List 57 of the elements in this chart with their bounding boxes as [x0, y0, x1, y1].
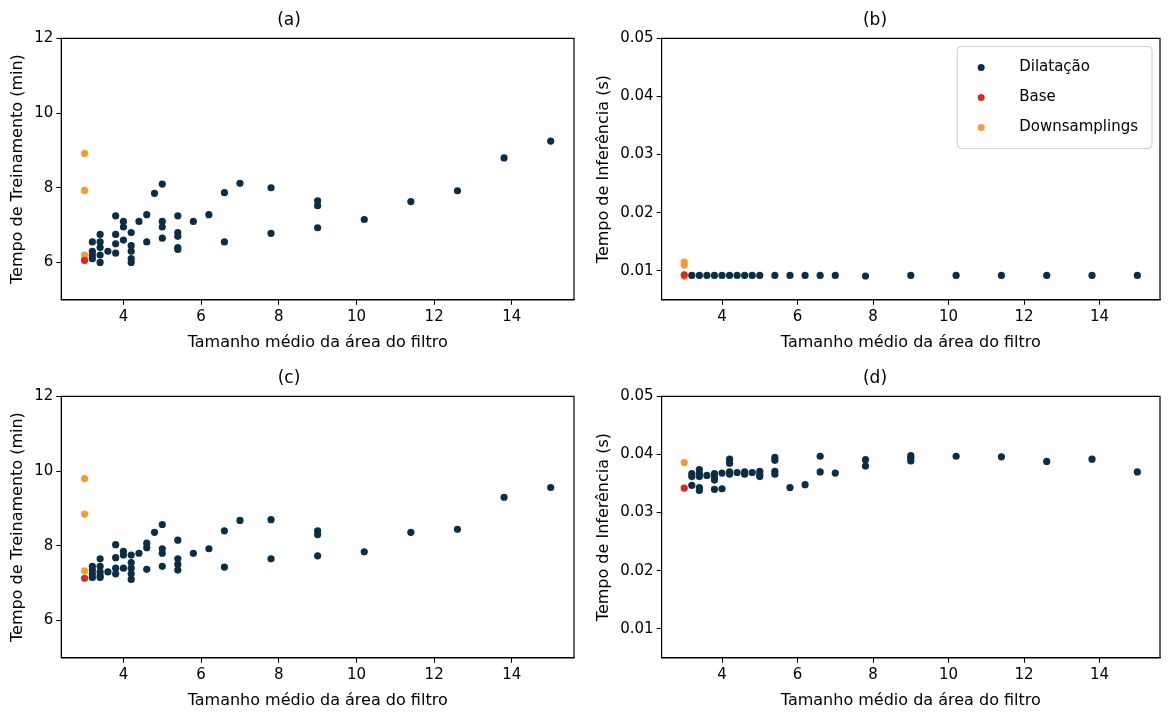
x-tick-label: 6 — [196, 306, 206, 325]
x-tick-label: 6 — [792, 664, 803, 683]
y-tick-label: 0.01 — [620, 618, 654, 637]
x-tick-label: 10 — [346, 306, 367, 325]
x-tick-label: 8 — [868, 306, 878, 325]
y-tick-label: 0.01 — [620, 260, 654, 279]
x-tick-label: 10 — [939, 664, 959, 683]
x-axis-title: Tamanho médio da área do filtro — [779, 331, 1041, 351]
y-tick-label: 0.05 — [620, 386, 654, 405]
y-tick-label: 12 — [34, 28, 54, 47]
x-tick-label: 14 — [1090, 306, 1110, 325]
x-tick-label: 14 — [1090, 664, 1110, 683]
x-tick-label: 12 — [424, 306, 444, 325]
y-tick-label: 0.04 — [620, 86, 654, 105]
y-tick-label: 8 — [43, 535, 54, 554]
x-tick-label: 8 — [274, 664, 284, 683]
x-tick-label: 6 — [196, 664, 206, 683]
x-axis-title: Tamanho médio da área do filtro — [186, 689, 448, 709]
x-axis-title: Tamanho médio da área do filtro — [779, 689, 1041, 709]
legend-label: Dilatação — [1019, 57, 1090, 76]
chart-title: (a) — [277, 8, 301, 29]
y-tick-label: 0.03 — [620, 144, 654, 163]
x-tick-label: 12 — [1014, 664, 1034, 683]
y-tick-label: 6 — [43, 610, 54, 629]
y-tick-label: 0.05 — [620, 28, 654, 47]
x-tick-label: 12 — [424, 664, 444, 683]
x-tick-label: 4 — [118, 664, 129, 683]
y-tick-label: 6 — [43, 252, 54, 271]
x-tick-label: 8 — [868, 664, 878, 683]
y-axis-title: Tempo de Treinamento (min) — [6, 412, 26, 644]
y-axis-title: Tempo de Treinamento (min) — [6, 54, 26, 286]
x-tick-label: 4 — [118, 306, 129, 325]
y-axis-title: Tempo de Inferência (s) — [592, 75, 612, 265]
x-tick-label: 10 — [346, 664, 367, 683]
y-tick-label: 0.04 — [620, 444, 654, 463]
y-tick-label: 0.02 — [620, 560, 654, 579]
y-tick-label: 0.02 — [620, 202, 654, 221]
legend-label: Downsamplings — [1019, 117, 1139, 136]
y-tick-label: 10 — [34, 460, 54, 479]
x-tick-label: 10 — [939, 306, 959, 325]
chart-title: (c) — [277, 366, 301, 387]
y-tick-label: 12 — [34, 386, 54, 405]
legend-label: Base — [1019, 87, 1056, 106]
x-axis-title: Tamanho médio da área do filtro — [186, 331, 448, 351]
x-tick-label: 12 — [1014, 306, 1034, 325]
x-tick-label: 6 — [792, 306, 803, 325]
chart-title: (b) — [862, 8, 888, 29]
y-tick-label: 8 — [43, 177, 54, 196]
x-tick-label: 4 — [717, 306, 727, 325]
y-tick-label: 0.03 — [620, 502, 654, 521]
x-tick-label: 14 — [502, 306, 522, 325]
chart-title: (d) — [862, 366, 888, 387]
x-tick-label: 14 — [502, 664, 522, 683]
y-axis-title: Tempo de Inferência (s) — [592, 433, 612, 623]
x-tick-label: 4 — [717, 664, 727, 683]
y-tick-label: 10 — [34, 102, 54, 121]
x-tick-label: 8 — [274, 306, 284, 325]
